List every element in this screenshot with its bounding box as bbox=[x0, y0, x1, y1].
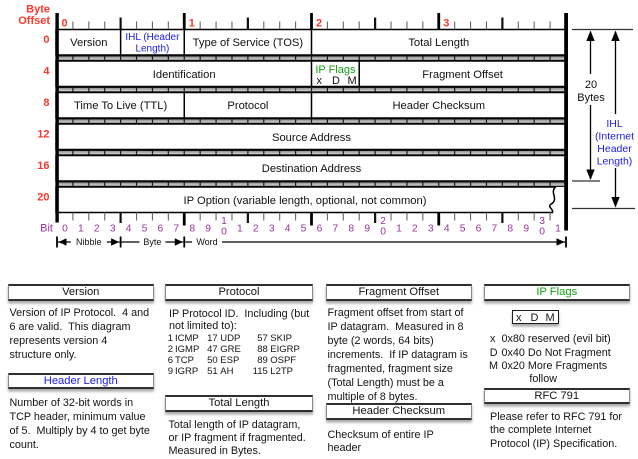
svg-text:8: 8 bbox=[43, 97, 49, 109]
svg-text:8: 8 bbox=[348, 224, 354, 235]
svg-text:Length): Length) bbox=[597, 156, 633, 168]
svg-text:3: 3 bbox=[539, 216, 545, 227]
svg-text:1: 1 bbox=[221, 216, 227, 227]
svg-text:Fragment Offset: Fragment Offset bbox=[422, 69, 504, 81]
svg-text:7: 7 bbox=[173, 224, 179, 235]
svg-text:7: 7 bbox=[333, 224, 339, 235]
svg-text:IP Flags: IP Flags bbox=[315, 64, 356, 76]
svg-text:Word: Word bbox=[196, 237, 217, 247]
svg-text:Source Address: Source Address bbox=[272, 132, 351, 144]
svg-text:Header Checksum: Header Checksum bbox=[392, 100, 485, 112]
svg-text:20: 20 bbox=[37, 191, 49, 203]
svg-text:4: 4 bbox=[444, 224, 450, 235]
svg-text:2: 2 bbox=[94, 224, 100, 235]
svg-text:0: 0 bbox=[62, 224, 68, 235]
svg-text:12: 12 bbox=[37, 128, 49, 140]
svg-text:7: 7 bbox=[492, 224, 498, 235]
svg-text:4: 4 bbox=[43, 65, 50, 77]
svg-text:1: 1 bbox=[555, 224, 561, 235]
svg-text:8: 8 bbox=[507, 224, 513, 235]
svg-text:1: 1 bbox=[189, 18, 195, 30]
svg-text:0: 0 bbox=[221, 227, 227, 238]
svg-text:9: 9 bbox=[364, 224, 370, 235]
svg-text:Bit: Bit bbox=[40, 223, 53, 235]
svg-text:Destination Address: Destination Address bbox=[262, 163, 362, 175]
svg-text:x: x bbox=[317, 75, 323, 87]
svg-text:(Internet: (Internet bbox=[595, 131, 634, 143]
svg-text:Protocol: Protocol bbox=[227, 100, 268, 112]
svg-text:6: 6 bbox=[158, 224, 164, 235]
svg-text:2: 2 bbox=[316, 18, 322, 30]
svg-text:0: 0 bbox=[43, 34, 49, 46]
svg-text:M: M bbox=[348, 75, 357, 87]
svg-text:16: 16 bbox=[37, 160, 49, 172]
svg-text:5: 5 bbox=[460, 224, 466, 235]
svg-text:Header: Header bbox=[597, 143, 632, 155]
svg-text:2: 2 bbox=[412, 224, 418, 235]
svg-text:0: 0 bbox=[380, 227, 386, 238]
svg-text:2: 2 bbox=[380, 216, 386, 227]
svg-text:Length): Length) bbox=[135, 44, 169, 55]
svg-text:9: 9 bbox=[523, 224, 529, 235]
svg-text:9: 9 bbox=[205, 224, 211, 235]
svg-text:6: 6 bbox=[317, 224, 323, 235]
svg-text:3: 3 bbox=[110, 224, 116, 235]
svg-text:Nibble: Nibble bbox=[76, 237, 102, 247]
svg-text:Byte: Byte bbox=[143, 237, 161, 247]
svg-text:Version: Version bbox=[70, 37, 107, 49]
svg-text:1: 1 bbox=[78, 224, 84, 235]
svg-text:1: 1 bbox=[237, 224, 243, 235]
svg-text:Byte: Byte bbox=[26, 4, 50, 16]
svg-text:2: 2 bbox=[253, 224, 259, 235]
svg-text:Offset: Offset bbox=[18, 15, 50, 27]
svg-text:4: 4 bbox=[285, 224, 291, 235]
svg-text:0: 0 bbox=[539, 227, 545, 238]
svg-text:Identification: Identification bbox=[153, 69, 216, 81]
svg-text:20: 20 bbox=[585, 79, 597, 91]
svg-text:IHL (Header: IHL (Header bbox=[125, 32, 180, 43]
svg-text:Type of Service (TOS): Type of Service (TOS) bbox=[193, 37, 304, 49]
svg-text:IHL: IHL bbox=[606, 118, 623, 130]
svg-text:3: 3 bbox=[443, 18, 449, 30]
svg-text:1: 1 bbox=[396, 224, 402, 235]
svg-text:3: 3 bbox=[428, 224, 434, 235]
svg-text:3: 3 bbox=[269, 224, 275, 235]
svg-text:IP Option (variable length, op: IP Option (variable length, optional, no… bbox=[184, 195, 427, 207]
svg-text:0: 0 bbox=[62, 18, 68, 30]
svg-text:6: 6 bbox=[476, 224, 482, 235]
svg-text:Bytes: Bytes bbox=[577, 92, 605, 104]
svg-text:5: 5 bbox=[142, 224, 148, 235]
svg-text:Time To Live (TTL): Time To Live (TTL) bbox=[74, 100, 168, 112]
svg-text:8: 8 bbox=[189, 224, 195, 235]
svg-text:D: D bbox=[332, 75, 340, 87]
svg-text:5: 5 bbox=[301, 224, 307, 235]
svg-text:4: 4 bbox=[126, 224, 132, 235]
svg-text:Total Length: Total Length bbox=[408, 37, 469, 49]
